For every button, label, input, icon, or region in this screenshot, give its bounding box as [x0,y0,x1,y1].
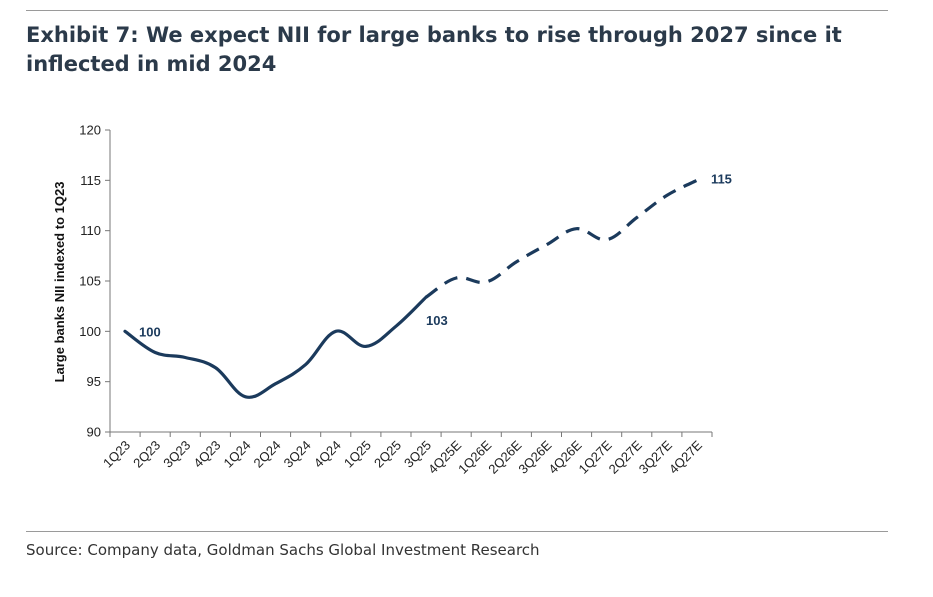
data-label-layer: 100 103 115 [139,171,732,339]
x-tick-label: 4Q27E [666,437,705,476]
y-tick-label: 115 [80,173,101,188]
y-tick-label: 100 [79,324,101,339]
x-tick-label: 1Q25 [341,438,374,471]
forecast-series-line [425,178,698,299]
source-note: Source: Company data, Goldman Sachs Glob… [26,541,540,559]
x-tick-label: 2Q25 [371,438,404,471]
y-tick-label: 95 [87,374,101,389]
x-axis: 1Q232Q233Q234Q231Q242Q243Q244Q241Q252Q25… [100,431,713,477]
y-tick-label: 90 [87,425,101,440]
y-tick-label: 105 [79,274,101,289]
x-tick-label: 1Q24 [220,438,253,471]
x-tick-label: 4Q24 [311,438,344,471]
top-rule [26,10,888,11]
actual-series-line [123,295,428,399]
data-label: 103 [426,313,448,328]
x-tick-label: 2Q23 [130,438,163,471]
x-tick-label: 2Q24 [251,438,284,471]
y-axis: 90 95 100 105 110 115 120 [79,123,111,440]
data-label: 115 [711,171,732,186]
line-chart: 90 95 100 105 110 115 120 1Q232Q233Q234Q231Q24… [52,123,732,477]
x-tick-label: 4Q23 [190,438,223,471]
bottom-rule [26,531,888,532]
data-label: 100 [139,324,161,339]
y-axis-label: Large banks NII indexed to 1Q23 [52,182,67,383]
x-tick-label: 3Q24 [281,438,314,471]
x-tick-label: 1Q23 [100,438,133,471]
y-tick-label: 120 [79,123,101,138]
series-layer [123,178,698,399]
x-tick-label: 3Q23 [160,438,193,471]
page-title: Exhibit 7: We expect NII for large banks… [26,23,842,76]
y-tick-label: 110 [80,223,101,238]
